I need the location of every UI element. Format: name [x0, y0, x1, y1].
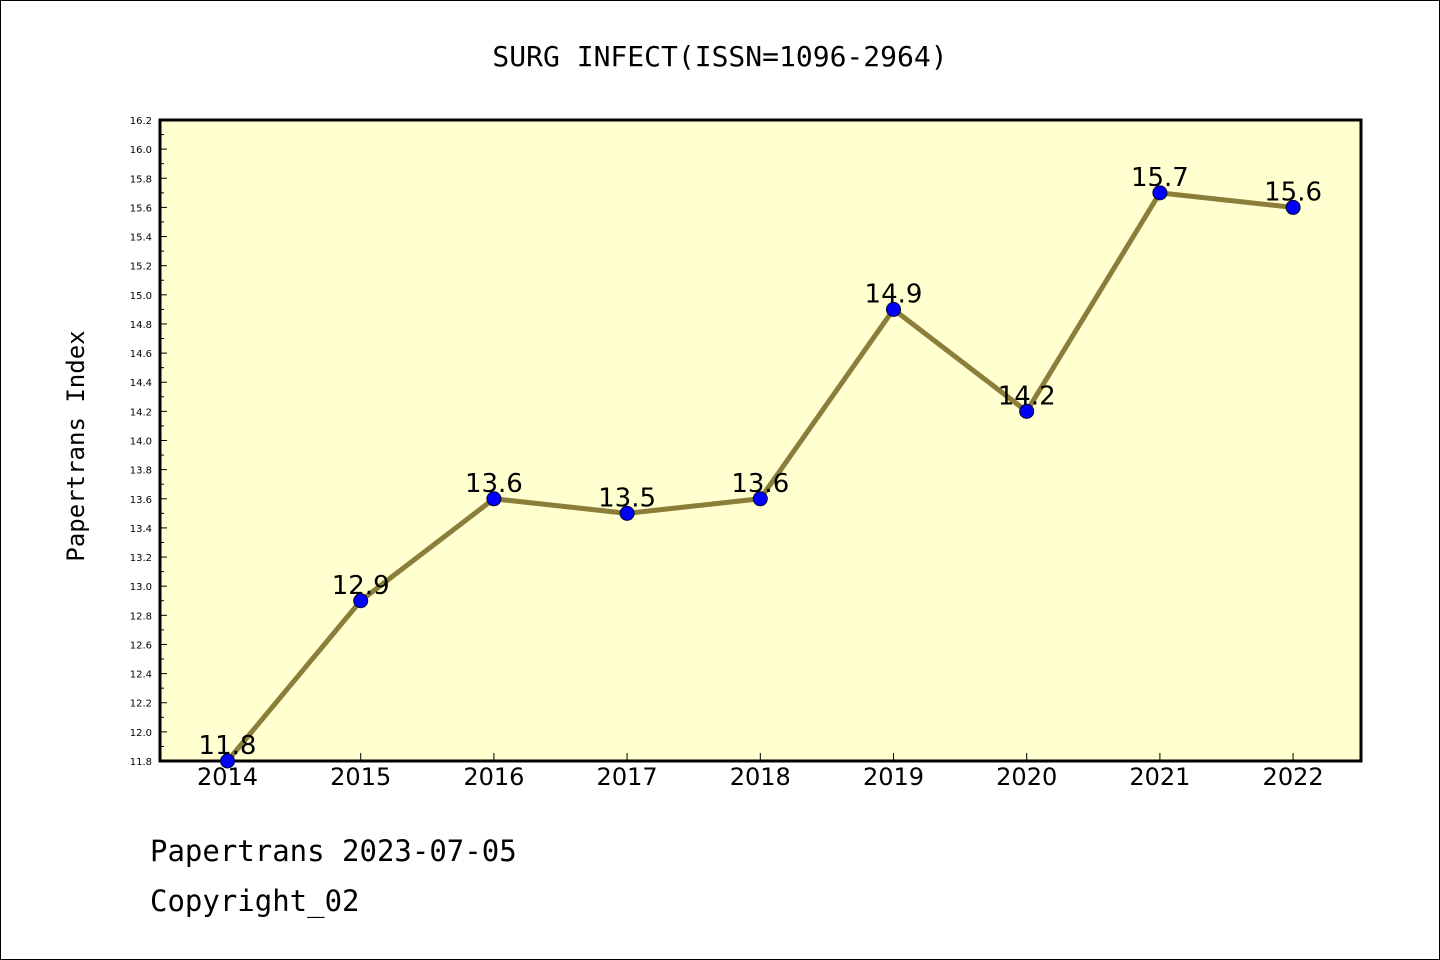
data-label: 14.2	[998, 381, 1056, 411]
data-label: 15.6	[1264, 177, 1322, 207]
y-tick-label: 13.4	[130, 524, 152, 535]
data-label: 15.7	[1131, 163, 1189, 193]
x-tick-label: 2018	[730, 763, 791, 791]
x-tick-label: 2022	[1263, 763, 1324, 791]
y-tick-label: 12.8	[130, 611, 152, 622]
y-tick-label: 13.8	[130, 466, 152, 477]
plot-area	[158, 118, 1363, 763]
footer-date: Papertrans 2023-07-05	[150, 834, 517, 868]
y-tick-label: 15.8	[130, 174, 152, 185]
y-tick-label: 12.0	[130, 728, 152, 739]
data-label: 11.8	[199, 731, 257, 761]
data-label: 13.5	[598, 483, 656, 513]
x-tick-label: 2019	[863, 763, 924, 791]
x-axis-ticks: 2014 2015 2016 2017 2018 2019 2020 2021 2022	[197, 753, 1324, 791]
y-tick-label: 14.6	[130, 349, 152, 360]
data-label: 12.9	[332, 571, 390, 601]
y-tick-label: 14.2	[130, 407, 152, 418]
x-tick-label: 2015	[330, 763, 391, 791]
y-tick-label: 14.4	[130, 378, 152, 389]
y-tick-label: 15.4	[130, 233, 152, 244]
y-tick-label: 16.0	[130, 145, 152, 156]
chart-title: SURG INFECT(ISSN=1096-2964)	[492, 40, 947, 73]
y-tick-label: 12.2	[130, 699, 152, 710]
data-point	[619, 505, 635, 521]
data-point	[1152, 185, 1168, 201]
y-tick-label: 14.0	[130, 437, 152, 448]
y-tick-label: 15.2	[130, 262, 152, 273]
data-point	[752, 491, 768, 507]
data-point	[486, 491, 502, 507]
x-tick-label: 2016	[463, 763, 524, 791]
y-tick-label: 12.6	[130, 640, 152, 651]
y-tick-label: 13.0	[130, 582, 152, 593]
data-point	[886, 301, 901, 317]
y-tick-label: 11.8	[130, 757, 152, 768]
data-point	[1019, 403, 1035, 419]
markers-group	[220, 185, 1301, 769]
x-tick-label: 2021	[1129, 763, 1190, 791]
y-tick-label: 15.6	[130, 203, 152, 214]
footer-copyright: Copyright_02	[150, 884, 360, 918]
data-point	[1285, 199, 1301, 215]
x-tick-label: 2020	[996, 763, 1057, 791]
x-tick-label: 2017	[597, 763, 658, 791]
y-tick-label: 13.6	[130, 495, 152, 506]
data-label: 13.6	[731, 469, 789, 499]
data-label: 13.6	[465, 469, 523, 499]
data-point	[220, 753, 235, 769]
data-point	[353, 593, 369, 609]
y-tick-label: 14.8	[130, 320, 152, 331]
y-tick-label: 16.2	[130, 116, 152, 127]
y-tick-label: 13.2	[130, 553, 152, 564]
data-label: 14.9	[865, 279, 923, 309]
y-axis-ticks: 11.8 12.0 12.2 12.4 12.6 12.8 13.0 13.2 13.4 13.6…	[130, 116, 167, 768]
y-axis-label: Papertrans Index	[62, 330, 90, 561]
y-tick-label: 15.0	[130, 291, 152, 302]
y-tick-label: 12.4	[130, 670, 152, 681]
data-labels-group: 11.8 12.9 13.6 13.5 13.6 14.9 14.2 15.7 15.6	[199, 163, 1322, 761]
